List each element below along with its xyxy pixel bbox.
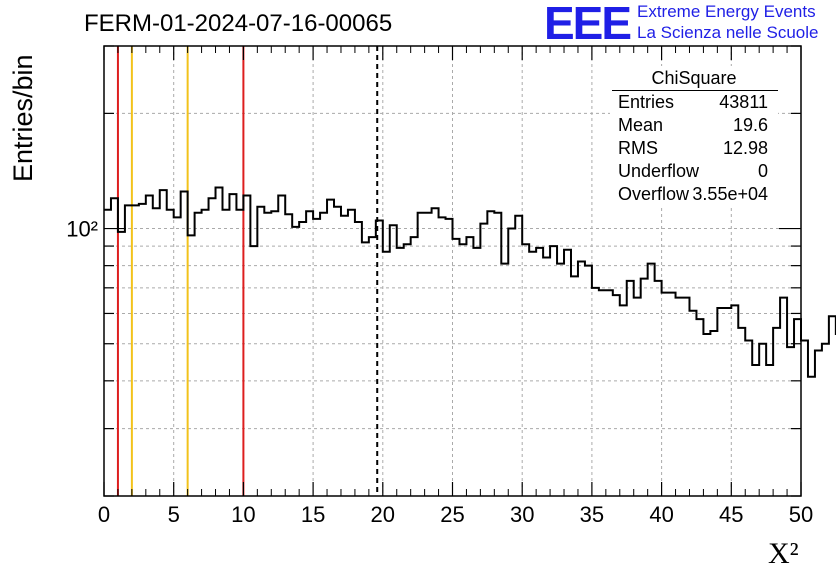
x-tick-label: 50: [789, 502, 813, 527]
logo-text-line1: Extreme Energy Events: [637, 2, 816, 21]
x-tick-label: 40: [649, 502, 673, 527]
x-tick-label: 15: [301, 502, 325, 527]
run-title: FERM-01-2024-07-16-00065: [84, 10, 393, 37]
stats-rms-label: RMS: [618, 138, 658, 158]
stats-mean-value: 19.6: [732, 115, 768, 135]
histogram-series: [104, 186, 836, 378]
x-tick-label: 30: [510, 502, 534, 527]
x-tick-label: 10: [231, 502, 255, 527]
stats-title: ChiSquare: [651, 68, 737, 88]
x-tick-label: 5: [168, 502, 180, 527]
logo-text-line2: La Scienza nelle Scuole: [637, 23, 819, 42]
eee-logo-mark: EEE: [544, 0, 632, 49]
x-axis-label: X²: [768, 537, 799, 570]
stats-divider: [612, 90, 778, 91]
x-tick-label: 0: [98, 502, 110, 527]
stats-underflow-value: 0: [757, 161, 768, 181]
stats-entries-value: 43811: [719, 92, 768, 112]
stats-box: ChiSquare Entries 43811 Mean 19.6 RMS 12…: [610, 66, 778, 206]
stats-overflow-value: 3.55e+04: [692, 184, 768, 204]
stats-rms-value: 12.98: [722, 138, 768, 158]
stats-entries-label: Entries: [618, 92, 675, 112]
x-tick-label: 20: [371, 502, 395, 527]
y-tick-label: 10²: [66, 217, 98, 242]
stats-mean-label: Mean: [618, 115, 664, 135]
y-axis-label: Entries/bin: [8, 54, 38, 182]
x-tick-label: 25: [440, 502, 464, 527]
stats-overflow-label: Overflow: [618, 184, 690, 204]
x-tick-label: 35: [580, 502, 604, 527]
x-tick-label: 45: [719, 502, 743, 527]
stats-underflow-label: Underflow: [618, 161, 700, 181]
